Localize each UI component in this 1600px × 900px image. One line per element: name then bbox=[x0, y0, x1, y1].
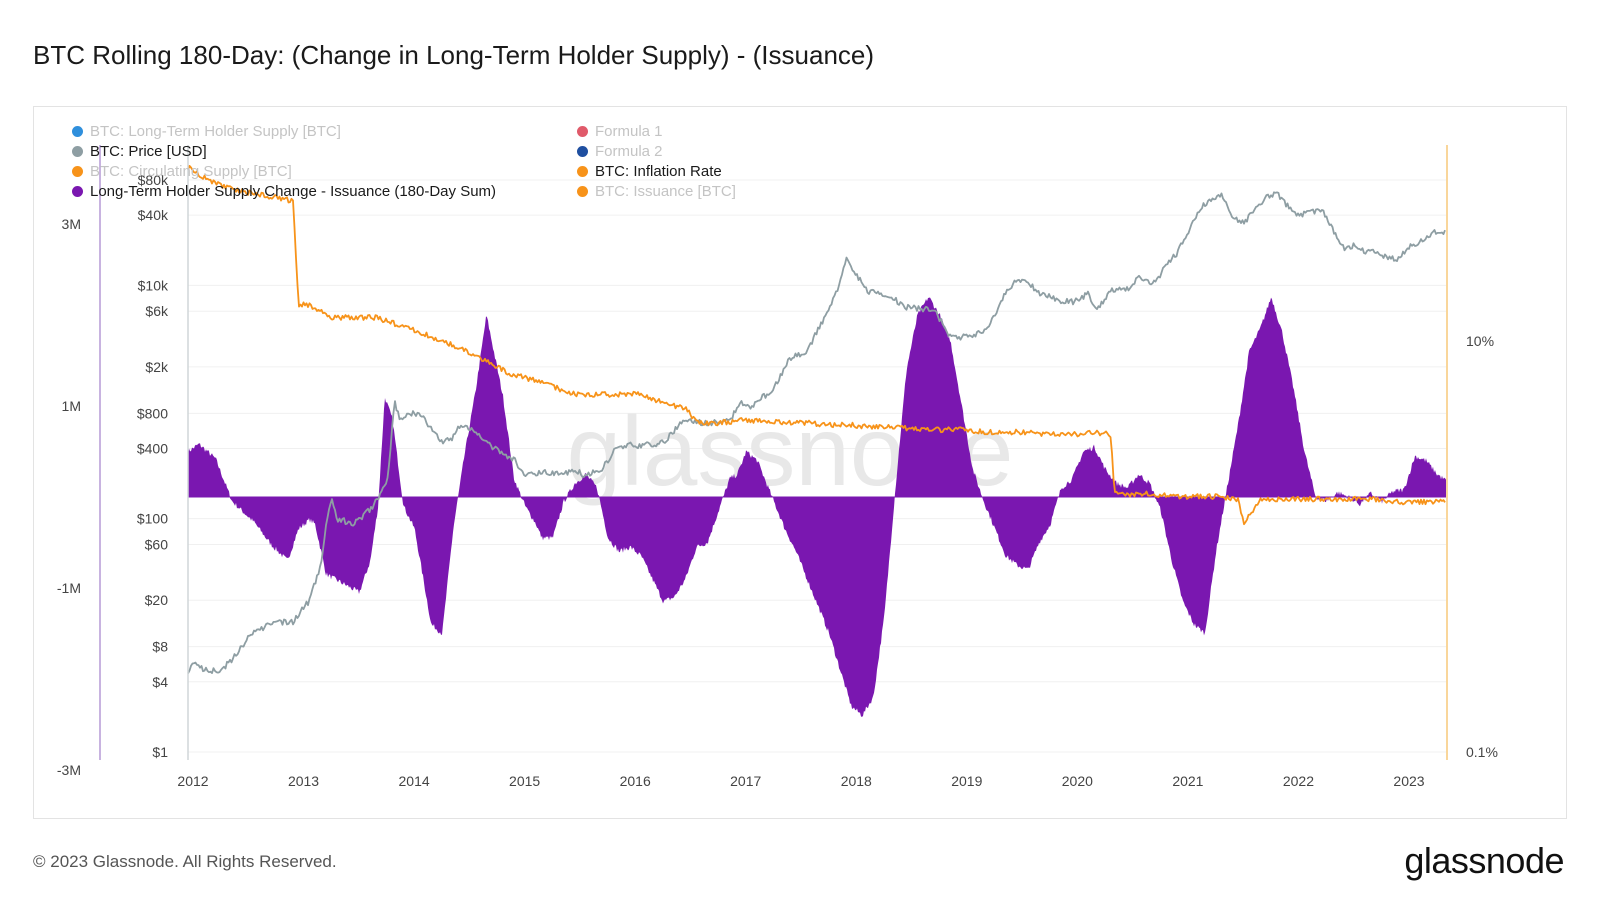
price-axis-tick-label: $400 bbox=[137, 440, 168, 456]
x-axis-tick-label: 2016 bbox=[620, 773, 651, 789]
price-axis-tick-label: $10k bbox=[138, 277, 169, 293]
left-axis-tick-label: -1M bbox=[57, 580, 81, 596]
legend-label: Long-Term Holder Supply Change - Issuanc… bbox=[90, 183, 497, 200]
legend-item[interactable]: BTC: Long-Term Holder Supply [BTC] bbox=[72, 123, 341, 140]
price-axis-tick-label: $2k bbox=[145, 359, 169, 375]
legend-item[interactable]: Formula 1 bbox=[577, 123, 663, 140]
x-axis-tick-label: 2021 bbox=[1172, 773, 1203, 789]
legend-dot-icon bbox=[72, 146, 83, 157]
legend-dot-icon bbox=[72, 126, 83, 137]
price-axis-tick-label: $1 bbox=[152, 744, 168, 760]
legend-dot-icon bbox=[72, 166, 83, 177]
legend-label: Formula 1 bbox=[595, 123, 663, 140]
left-axis-tick-label: 3M bbox=[62, 216, 81, 232]
x-axis-tick-label: 2012 bbox=[177, 773, 208, 789]
legend-item[interactable]: BTC: Issuance [BTC] bbox=[577, 183, 736, 200]
x-axis-tick-label: 2023 bbox=[1393, 773, 1424, 789]
x-axis-tick-label: 2019 bbox=[951, 773, 982, 789]
legend-item[interactable]: BTC: Price [USD] bbox=[72, 143, 207, 160]
axes bbox=[99, 145, 1448, 760]
legend-item[interactable]: BTC: Circulating Supply [BTC] bbox=[72, 163, 292, 180]
inflation-line-path bbox=[187, 165, 1446, 526]
price-axis-tick-label: $4 bbox=[152, 674, 168, 690]
tick-labels: 3M 1M -1M -3M $80k $40k $10k $6k $2k $800 $400 $100… bbox=[57, 172, 1498, 789]
price-axis-tick-label: $6k bbox=[145, 303, 169, 319]
legend-dot-icon bbox=[577, 186, 588, 197]
legend-label: Formula 2 bbox=[595, 143, 663, 160]
copyright-footer: © 2023 Glassnode. All Rights Reserved. bbox=[33, 852, 337, 871]
price-line-path bbox=[187, 191, 1446, 674]
legend-label: BTC: Circulating Supply [BTC] bbox=[90, 163, 292, 180]
x-axis-tick-label: 2013 bbox=[288, 773, 319, 789]
x-axis-tick-label: 2017 bbox=[730, 773, 761, 789]
legend-dot-icon bbox=[577, 126, 588, 137]
price-axis-tick-label: $100 bbox=[137, 511, 168, 527]
legend-label: BTC: Inflation Rate bbox=[595, 163, 722, 180]
chart-title: BTC Rolling 180-Day: (Change in Long-Ter… bbox=[33, 40, 875, 70]
price-axis-tick-label: $60 bbox=[145, 537, 169, 553]
brand-logo: glassnode bbox=[1404, 840, 1564, 881]
legend-item[interactable]: Formula 2 bbox=[577, 143, 663, 160]
x-axis-tick-label: 2018 bbox=[841, 773, 872, 789]
inflation-line bbox=[187, 165, 1446, 526]
price-line bbox=[187, 191, 1446, 674]
legend-item[interactable]: BTC: Inflation Rate bbox=[577, 163, 722, 180]
price-axis-tick-label: $80k bbox=[138, 172, 169, 188]
x-axis-tick-label: 2022 bbox=[1283, 773, 1314, 789]
x-axis-tick-label: 2014 bbox=[399, 773, 430, 789]
legend-dot-icon bbox=[577, 166, 588, 177]
lth-change-area-path bbox=[188, 297, 1446, 717]
legend-item[interactable]: Long-Term Holder Supply Change - Issuanc… bbox=[72, 183, 496, 200]
x-axis-tick-label: 2015 bbox=[509, 773, 540, 789]
legend-label: BTC: Issuance [BTC] bbox=[595, 183, 736, 200]
x-axis-tick-label: 2020 bbox=[1062, 773, 1093, 789]
legend-label: BTC: Long-Term Holder Supply [BTC] bbox=[90, 123, 341, 140]
left-axis-tick-label: -3M bbox=[57, 762, 81, 778]
right-axis-tick-label: 10% bbox=[1466, 333, 1494, 349]
price-axis-tick-label: $8 bbox=[152, 639, 168, 655]
legend-label: BTC: Price [USD] bbox=[90, 143, 207, 160]
left-axis-tick-label: 1M bbox=[62, 398, 81, 414]
lth-change-area bbox=[188, 297, 1446, 717]
price-axis-tick-label: $20 bbox=[145, 592, 169, 608]
price-axis-tick-label: $800 bbox=[137, 405, 168, 421]
price-axis-tick-label: $40k bbox=[138, 207, 169, 223]
chart-panel bbox=[33, 106, 1567, 819]
right-axis-tick-label: 0.1% bbox=[1466, 744, 1498, 760]
legend-dot-icon bbox=[577, 146, 588, 157]
legend-dot-icon bbox=[72, 186, 83, 197]
